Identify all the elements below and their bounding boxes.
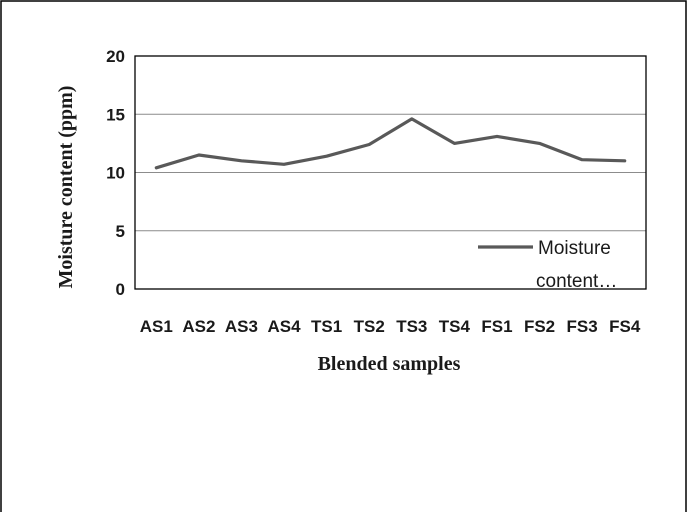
x-axis-tick-labels: AS1 AS2 AS3 AS4 TS1 TS2 TS3 TS4 FS1 FS2 FS3 FS4 — [140, 317, 641, 336]
y-axis-tick-labels: 0 5 10 15 20 — [106, 47, 125, 299]
x-tick-label: AS3 — [225, 317, 258, 336]
legend: Moisture content… — [478, 238, 617, 292]
plot-border — [134, 55, 647, 290]
y-tick-label: 0 — [116, 280, 125, 299]
x-tick-label: FS3 — [567, 317, 598, 336]
legend-label-continued: content… — [536, 271, 617, 292]
y-tick-label: 20 — [106, 47, 125, 66]
x-tick-label: TS2 — [354, 317, 385, 336]
series-line-moisture-content — [154, 117, 627, 170]
x-tick-label: FS1 — [481, 317, 512, 336]
x-tick-label: FS4 — [609, 317, 641, 336]
y-tick-label: 10 — [106, 164, 125, 183]
x-tick-label: TS1 — [311, 317, 342, 336]
x-axis-title: Blended samples — [318, 353, 461, 375]
x-tick-label: TS3 — [396, 317, 427, 336]
x-tick-label: AS1 — [140, 317, 173, 336]
y-tick-label: 5 — [116, 222, 125, 241]
x-tick-label: TS4 — [439, 317, 471, 336]
y-tick-label: 15 — [106, 105, 125, 124]
x-tick-label: FS2 — [524, 317, 555, 336]
y-axis-title: Moisture content (ppm) — [55, 86, 77, 289]
x-tick-label: AS2 — [182, 317, 215, 336]
x-tick-label: AS4 — [268, 317, 302, 336]
plot-area — [134, 55, 647, 290]
gridlines — [135, 113, 646, 232]
legend-label: Moisture — [538, 238, 611, 259]
